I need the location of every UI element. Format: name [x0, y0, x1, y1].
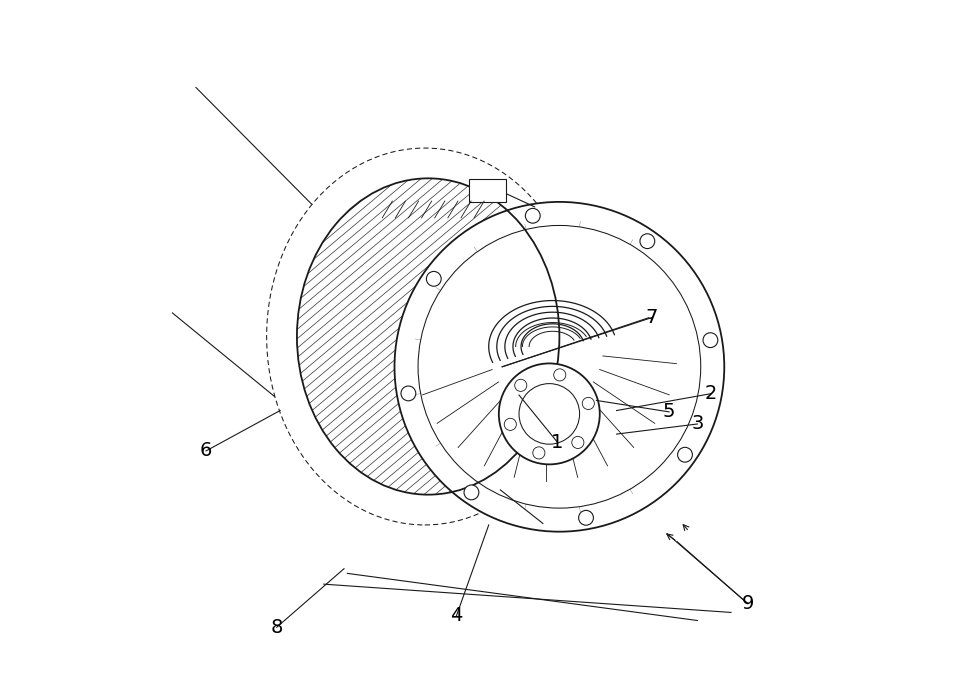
- Circle shape: [394, 202, 724, 532]
- Text: 4: 4: [450, 606, 463, 625]
- Circle shape: [464, 485, 479, 500]
- Circle shape: [553, 369, 566, 381]
- Text: 5: 5: [663, 402, 676, 421]
- Circle shape: [533, 447, 545, 459]
- Text: 6: 6: [200, 441, 212, 460]
- Circle shape: [515, 380, 526, 392]
- Bar: [469, 178, 506, 202]
- Text: 2: 2: [705, 384, 717, 403]
- Circle shape: [401, 386, 415, 401]
- Text: 7: 7: [646, 308, 657, 327]
- Ellipse shape: [297, 178, 559, 495]
- Circle shape: [578, 510, 594, 525]
- Circle shape: [504, 419, 517, 431]
- Ellipse shape: [267, 148, 583, 525]
- Circle shape: [678, 448, 692, 462]
- Circle shape: [640, 234, 655, 248]
- Circle shape: [498, 363, 600, 464]
- Circle shape: [525, 209, 540, 223]
- Text: 1: 1: [551, 433, 564, 452]
- Text: 3: 3: [691, 415, 704, 433]
- Text: 8: 8: [271, 618, 282, 637]
- Text: 9: 9: [741, 594, 754, 613]
- Circle shape: [703, 332, 718, 347]
- Circle shape: [426, 271, 442, 286]
- Circle shape: [582, 397, 595, 409]
- Circle shape: [572, 436, 584, 448]
- Circle shape: [519, 384, 579, 444]
